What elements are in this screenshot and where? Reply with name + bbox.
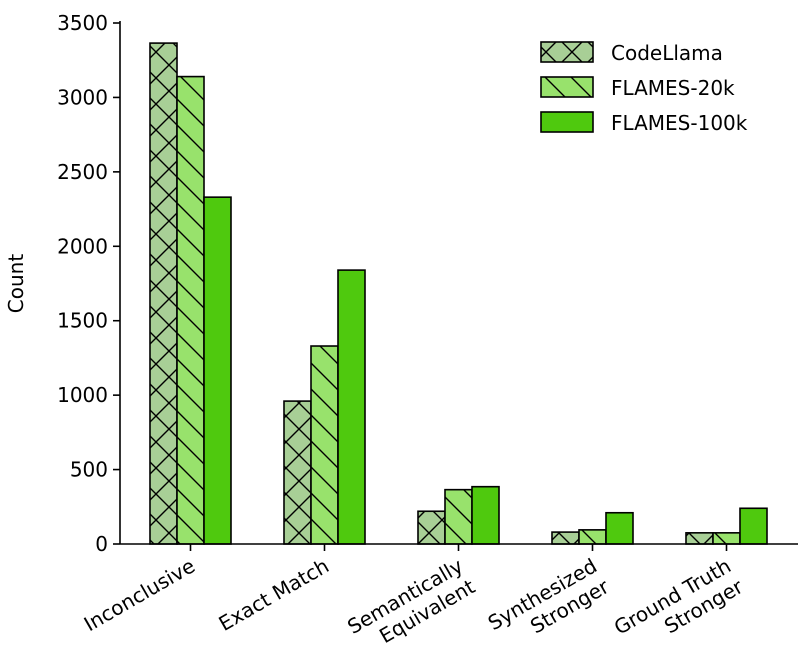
x-tick-label: Inconclusive bbox=[80, 554, 199, 637]
legend-label: FLAMES-20k bbox=[611, 76, 735, 100]
bar-hatch bbox=[445, 489, 472, 544]
bar-hatch bbox=[579, 529, 606, 544]
y-tick-label: 2500 bbox=[57, 160, 108, 184]
bar bbox=[606, 512, 633, 544]
legend-label: CodeLlama bbox=[611, 41, 723, 65]
y-tick-label: 3000 bbox=[57, 85, 108, 109]
bar bbox=[338, 270, 365, 544]
legend-swatch-outline bbox=[540, 76, 594, 98]
legend-swatch-outline bbox=[540, 41, 594, 63]
bar bbox=[472, 486, 499, 544]
bar-hatch bbox=[552, 532, 579, 544]
plot-area: 0 500 1000 1500 2000 2500 3000 3500 Count Inconcl… bbox=[4, 11, 798, 660]
bar-hatch bbox=[311, 346, 338, 544]
legend: CodeLlama FLAMES-20k FLAMES-100k bbox=[540, 41, 748, 135]
legend-swatch bbox=[541, 112, 593, 132]
x-tick-label: Ground TruthStronger bbox=[610, 553, 748, 660]
y-tick-label: 3500 bbox=[57, 11, 108, 35]
y-axis-title: Count bbox=[4, 254, 28, 314]
bar-hatch bbox=[284, 401, 311, 544]
legend-swatch-hatch bbox=[541, 42, 593, 62]
y-tick-label: 0 bbox=[95, 532, 108, 556]
bar-hatch bbox=[418, 511, 445, 544]
bar-hatch bbox=[177, 76, 204, 545]
y-tick-label: 2000 bbox=[57, 234, 108, 258]
x-tick-label: SemanticallyEquivalent bbox=[343, 553, 479, 659]
x-tick-label: Exact Match bbox=[215, 554, 333, 636]
y-tick-label: 1000 bbox=[57, 383, 108, 407]
legend-swatch-hatch bbox=[541, 77, 593, 97]
legend-swatch-outline bbox=[540, 111, 594, 133]
bar bbox=[204, 197, 231, 545]
bar-hatch bbox=[686, 532, 713, 544]
y-tick-label: 500 bbox=[70, 458, 108, 482]
bar bbox=[740, 508, 767, 544]
bar-hatch bbox=[150, 43, 177, 545]
bar-hatch bbox=[713, 532, 740, 544]
y-tick-label: 1500 bbox=[57, 309, 108, 333]
legend-label: FLAMES-100k bbox=[611, 111, 748, 135]
x-tick-label: SynthesizedStronger bbox=[484, 553, 614, 656]
